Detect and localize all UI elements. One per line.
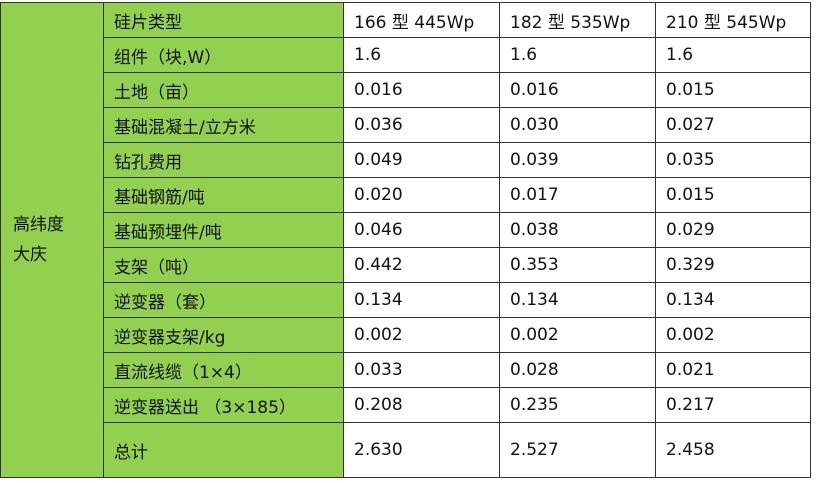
cell: 0.046 <box>343 212 500 248</box>
table-row: 直流线缆（1×4） 0.033 0.028 0.021 <box>1 352 811 388</box>
cell: 0.208 <box>343 387 500 423</box>
group-label: 大庆 <box>13 245 47 265</box>
cell: 0.049 <box>343 142 500 178</box>
row-label: 钻孔费用 <box>103 142 344 178</box>
cell: 0.442 <box>343 247 500 283</box>
table-row: 组件（块,W） 1.6 1.6 1.6 <box>1 37 811 73</box>
cost-table: 高纬度 大庆 硅片类型 166 型 445Wp 182 型 535Wp 210 型 545… <box>0 2 811 478</box>
cell: 182 型 535Wp <box>499 2 656 38</box>
group-label: 高纬度 <box>13 215 64 235</box>
row-label: 硅片类型 <box>103 2 344 38</box>
row-label: 基础预埋件/吨 <box>103 212 344 248</box>
cell: 166 型 445Wp <box>343 2 500 38</box>
row-label: 基础混凝土/立方米 <box>103 107 344 143</box>
group-cell: 高纬度 大庆 <box>0 2 104 478</box>
cell: 0.329 <box>655 247 811 283</box>
cell: 0.038 <box>499 212 656 248</box>
cell: 0.217 <box>655 387 811 423</box>
row-label: 直流线缆（1×4） <box>103 352 344 388</box>
cell: 0.035 <box>655 142 811 178</box>
cell: 0.017 <box>499 177 656 213</box>
cell: 0.030 <box>499 107 656 143</box>
cell: 2.527 <box>499 422 656 478</box>
cell: 0.016 <box>499 72 656 108</box>
row-label: 土地（亩） <box>103 72 344 108</box>
table-row: 逆变器支架/kg 0.002 0.002 0.002 <box>1 317 811 353</box>
table-row: 钻孔费用 0.049 0.039 0.035 <box>1 142 811 178</box>
cell: 0.033 <box>343 352 500 388</box>
cell: 0.235 <box>499 387 656 423</box>
cell: 0.028 <box>499 352 656 388</box>
row-label: 基础钢筋/吨 <box>103 177 344 213</box>
table-row: 逆变器（套） 0.134 0.134 0.134 <box>1 282 811 318</box>
cell: 1.6 <box>499 37 656 73</box>
cell: 1.6 <box>343 37 500 73</box>
cell: 0.134 <box>499 282 656 318</box>
table-row: 基础混凝土/立方米 0.036 0.030 0.027 <box>1 107 811 143</box>
table-row: 基础钢筋/吨 0.020 0.017 0.015 <box>1 177 811 213</box>
table-row: 总计 2.630 2.527 2.458 <box>1 422 811 478</box>
row-label: 总计 <box>103 422 344 478</box>
cell: 0.015 <box>655 177 811 213</box>
row-label: 逆变器支架/kg <box>103 317 344 353</box>
cell: 0.029 <box>655 212 811 248</box>
table-row: 基础预埋件/吨 0.046 0.038 0.029 <box>1 212 811 248</box>
cell: 0.016 <box>343 72 500 108</box>
cell: 0.134 <box>655 282 811 318</box>
cell: 0.134 <box>343 282 500 318</box>
table-row: 土地（亩） 0.016 0.016 0.015 <box>1 72 811 108</box>
table-row: 支架（吨） 0.442 0.353 0.329 <box>1 247 811 283</box>
table-row: 高纬度 大庆 硅片类型 166 型 445Wp 182 型 535Wp 210 型 545… <box>0 2 811 478</box>
cell: 0.015 <box>655 72 811 108</box>
cell: 0.027 <box>655 107 811 143</box>
cell: 2.630 <box>343 422 500 478</box>
cell: 0.021 <box>655 352 811 388</box>
cell: 0.002 <box>343 317 500 353</box>
cell: 0.020 <box>343 177 500 213</box>
row-label: 逆变器（套） <box>103 282 344 318</box>
cell: 2.458 <box>655 422 811 478</box>
row-label: 逆变器送出 （3×185） <box>103 387 344 423</box>
table-row: 逆变器送出 （3×185） 0.208 0.235 0.217 <box>1 387 811 423</box>
cell: 0.039 <box>499 142 656 178</box>
cell: 0.002 <box>499 317 656 353</box>
cell: 0.353 <box>499 247 656 283</box>
cell: 1.6 <box>655 37 811 73</box>
cell: 0.036 <box>343 107 500 143</box>
row-label: 支架（吨） <box>103 247 344 283</box>
cell: 0.002 <box>655 317 811 353</box>
cell: 210 型 545Wp <box>655 2 811 38</box>
row-label: 组件（块,W） <box>103 37 344 73</box>
